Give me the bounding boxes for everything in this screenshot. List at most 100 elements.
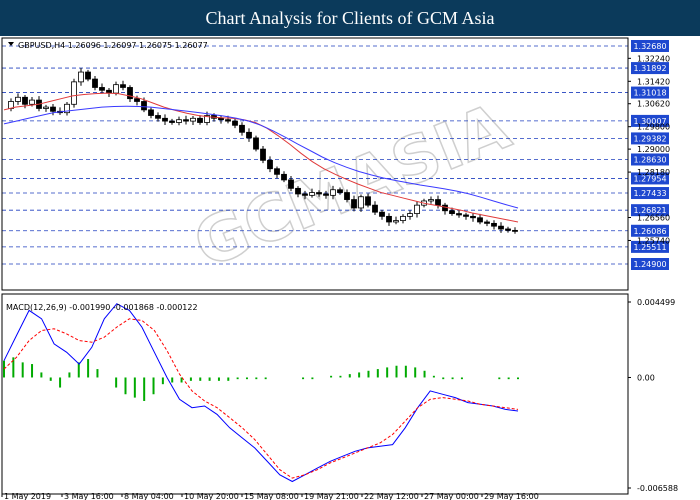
candle-body xyxy=(484,221,490,224)
candle-body xyxy=(302,193,308,196)
price-chart-title: GBPUSD,H4 1.26096 1.26097 1.26075 1.2607… xyxy=(18,41,208,50)
candle-body xyxy=(407,213,413,217)
candle-body xyxy=(120,84,126,88)
candle-body xyxy=(400,215,406,221)
candle-body xyxy=(43,106,49,109)
level-label-box xyxy=(631,132,669,145)
level-label-box xyxy=(631,224,669,237)
dropdown-icon xyxy=(8,42,14,46)
candle-body xyxy=(505,228,511,231)
candle-body xyxy=(50,106,56,112)
candle-body xyxy=(267,159,273,170)
candle-body xyxy=(99,87,105,91)
candle-body xyxy=(344,192,350,200)
price-axis: 1.32240 1.31420 1.30620 1.29800 1.29000 1.281… xyxy=(628,54,670,245)
price-panel-frame xyxy=(1,37,629,291)
candle-body xyxy=(512,229,518,232)
candles xyxy=(8,68,518,234)
level-label: 1.28630 xyxy=(633,155,666,164)
candle-body xyxy=(141,101,147,111)
candle-body xyxy=(323,193,329,196)
level-label-box xyxy=(631,204,669,217)
time-tick-label: 8 May 04:00 xyxy=(124,492,174,500)
time-tick-label: 3 May 16:00 xyxy=(64,492,114,500)
time-tick-label: 10 May 20:00 xyxy=(184,492,239,500)
candle-body xyxy=(274,168,280,175)
candle-body xyxy=(113,84,119,94)
price-tick-label: 1.28180 xyxy=(637,168,670,177)
candle-body xyxy=(288,179,294,189)
time-tick-label: 15 May 08:00 xyxy=(244,492,299,500)
level-label: 1.26086 xyxy=(633,227,666,236)
price-tick-label: 1.25740 xyxy=(637,236,670,245)
level-label-box xyxy=(631,258,669,270)
candle-body xyxy=(22,96,28,105)
level-label-box xyxy=(631,187,669,200)
candle-body xyxy=(386,215,392,223)
price-tick-label: 1.30620 xyxy=(637,100,670,109)
candle-body xyxy=(246,131,252,139)
chart-background xyxy=(0,36,700,500)
candle-body xyxy=(225,119,231,122)
level-label: 1.31892 xyxy=(633,64,666,73)
candle-body xyxy=(449,210,455,214)
level-label-box xyxy=(631,114,669,127)
candle-body xyxy=(190,117,196,122)
candle-body xyxy=(29,99,35,105)
candle-body xyxy=(169,120,175,123)
candle-body xyxy=(358,196,364,209)
time-axis: 1 May 2019 3 May 16:00 8 May 04:00 10 May 2… xyxy=(1,492,539,500)
level-label-box xyxy=(631,40,669,52)
macd-panel: 0.004499 0.00 -0.006588 xyxy=(3,298,678,493)
time-tick-label: 1 May 2019 xyxy=(4,492,51,500)
price-tick-label: 1.26560 xyxy=(637,213,670,222)
candle-body xyxy=(71,81,77,105)
chart-title-banner: Chart Analysis for Clients of GCM Asia xyxy=(0,0,700,36)
macd-panel-frame xyxy=(1,293,629,495)
time-tick-label: 27 May 00:00 xyxy=(424,492,479,500)
candle-body xyxy=(456,213,462,216)
time-tick-label: 19 May 21:00 xyxy=(304,492,359,500)
candle-body xyxy=(155,115,161,119)
price-tick-label: 1.29000 xyxy=(637,145,670,154)
macd-line xyxy=(3,303,519,483)
candle-body xyxy=(239,124,245,133)
candle-body xyxy=(295,187,301,195)
candle-body xyxy=(491,222,497,227)
level-label: 1.25511 xyxy=(633,243,666,252)
candle-body xyxy=(463,214,469,217)
price-tick-label: 1.32240 xyxy=(637,54,670,63)
candle-body xyxy=(15,96,21,102)
candle-body xyxy=(183,119,189,122)
price-tick-label: 1.31420 xyxy=(637,77,670,86)
candle-body xyxy=(372,204,378,213)
candle-body xyxy=(351,199,357,209)
level-label: 1.27433 xyxy=(633,189,666,198)
level-label-box xyxy=(631,153,669,166)
candle-body xyxy=(64,103,70,114)
level-label: 1.30007 xyxy=(633,117,666,126)
candle-body xyxy=(337,189,343,193)
level-label-box xyxy=(631,62,669,75)
macd-tick-label: 0.004499 xyxy=(637,298,675,307)
level-label-box xyxy=(631,86,669,99)
candle-body xyxy=(176,119,182,123)
candle-body xyxy=(316,192,322,195)
price-levels: 1.32680 1.31892 1.31018 1.30007 1.29382 1.286… xyxy=(2,40,669,270)
candle-body xyxy=(393,220,399,223)
time-tick-label: 22 May 12:00 xyxy=(364,492,419,500)
macd-signal-line xyxy=(3,318,519,479)
level-label: 1.26821 xyxy=(633,206,666,215)
level-label: 1.24900 xyxy=(633,260,666,269)
price-tick-label: 1.29800 xyxy=(637,123,670,132)
candle-body xyxy=(148,109,154,116)
candle-body xyxy=(470,215,476,219)
candle-body xyxy=(162,117,168,122)
candle-body xyxy=(85,71,91,80)
candle-body xyxy=(365,196,371,206)
candle-body xyxy=(428,199,434,202)
candle-body xyxy=(330,189,336,196)
level-label: 1.29382 xyxy=(633,134,666,143)
candle-body xyxy=(477,217,483,223)
candle-body xyxy=(281,173,287,181)
